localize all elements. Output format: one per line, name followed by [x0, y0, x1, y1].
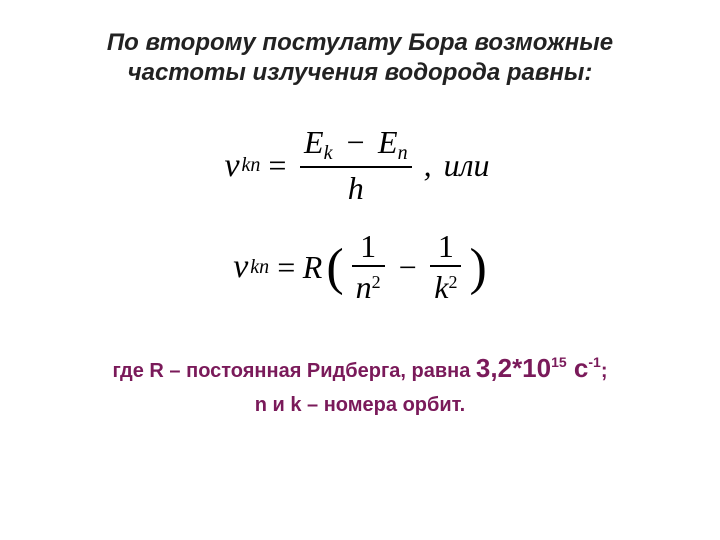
nu-sub: kn	[242, 154, 261, 177]
n-var: n	[356, 269, 372, 305]
fraction-1-den: h	[344, 170, 368, 206]
k-sq: 2	[448, 272, 457, 292]
note1-tail: ;	[601, 360, 608, 382]
frac2b-num: 1	[434, 230, 458, 264]
notes-block: где R – постоянная Ридберга, равна 3,2*1…	[40, 353, 680, 417]
fraction-1-bar	[300, 166, 412, 168]
comma: ,	[424, 147, 432, 184]
frac2a-num: 1	[356, 230, 380, 264]
En-E: E	[378, 124, 398, 160]
formula-2: νkn = R ( 1 n2 − 1 k2 )	[233, 230, 487, 305]
nu-symbol: ν	[224, 147, 239, 185]
ili-word: или	[444, 147, 490, 184]
frac2b-den: k2	[430, 269, 461, 305]
note-line-1: где R – постоянная Ридберга, равна 3,2*1…	[40, 353, 680, 384]
slide: По второму постулату Бора возможные част…	[0, 0, 720, 540]
R-symbol: R	[303, 249, 323, 286]
frac2b-bar	[430, 265, 461, 267]
equals: =	[266, 147, 288, 184]
slide-title: По второму постулату Бора возможные част…	[40, 28, 680, 88]
fraction-2b: 1 k2	[430, 230, 461, 305]
formula-1: νkn = Ek − En h , или	[224, 126, 495, 206]
fraction-2a: 1 n2	[352, 230, 385, 305]
minus-1: −	[344, 124, 366, 160]
Ek-sub: k	[324, 142, 333, 164]
title-line-2: частоты излучения водорода равны:	[128, 59, 593, 86]
note1-supneg1: -1	[588, 354, 600, 370]
left-paren: (	[326, 238, 343, 297]
k-var: k	[434, 269, 448, 305]
note1-big-a: 3,2*10	[476, 353, 551, 383]
nu-symbol-2: ν	[233, 248, 248, 286]
formula-block: νkn = Ek − En h , или νkn = R ( 1	[40, 126, 680, 305]
fraction-1: Ek − En h	[300, 126, 412, 206]
note1-big-b: с	[567, 353, 589, 383]
frac2a-den: n2	[352, 269, 385, 305]
equals-2: =	[275, 249, 297, 286]
note1-sup15: 15	[551, 354, 567, 370]
note1-pre: где R – постоянная Ридберга, равна	[112, 360, 475, 382]
minus-2: −	[397, 249, 419, 286]
title-line-1: По второму постулату Бора возможные	[107, 29, 613, 56]
frac2a-bar	[352, 265, 385, 267]
note-line-2: n и k – номера орбит.	[40, 394, 680, 417]
right-paren: )	[469, 238, 486, 297]
n-sq: 2	[372, 272, 381, 292]
nu-sub-2: kn	[250, 256, 269, 279]
Ek-E: E	[304, 124, 324, 160]
En-sub: n	[398, 142, 408, 164]
fraction-1-num: Ek − En	[300, 126, 412, 164]
